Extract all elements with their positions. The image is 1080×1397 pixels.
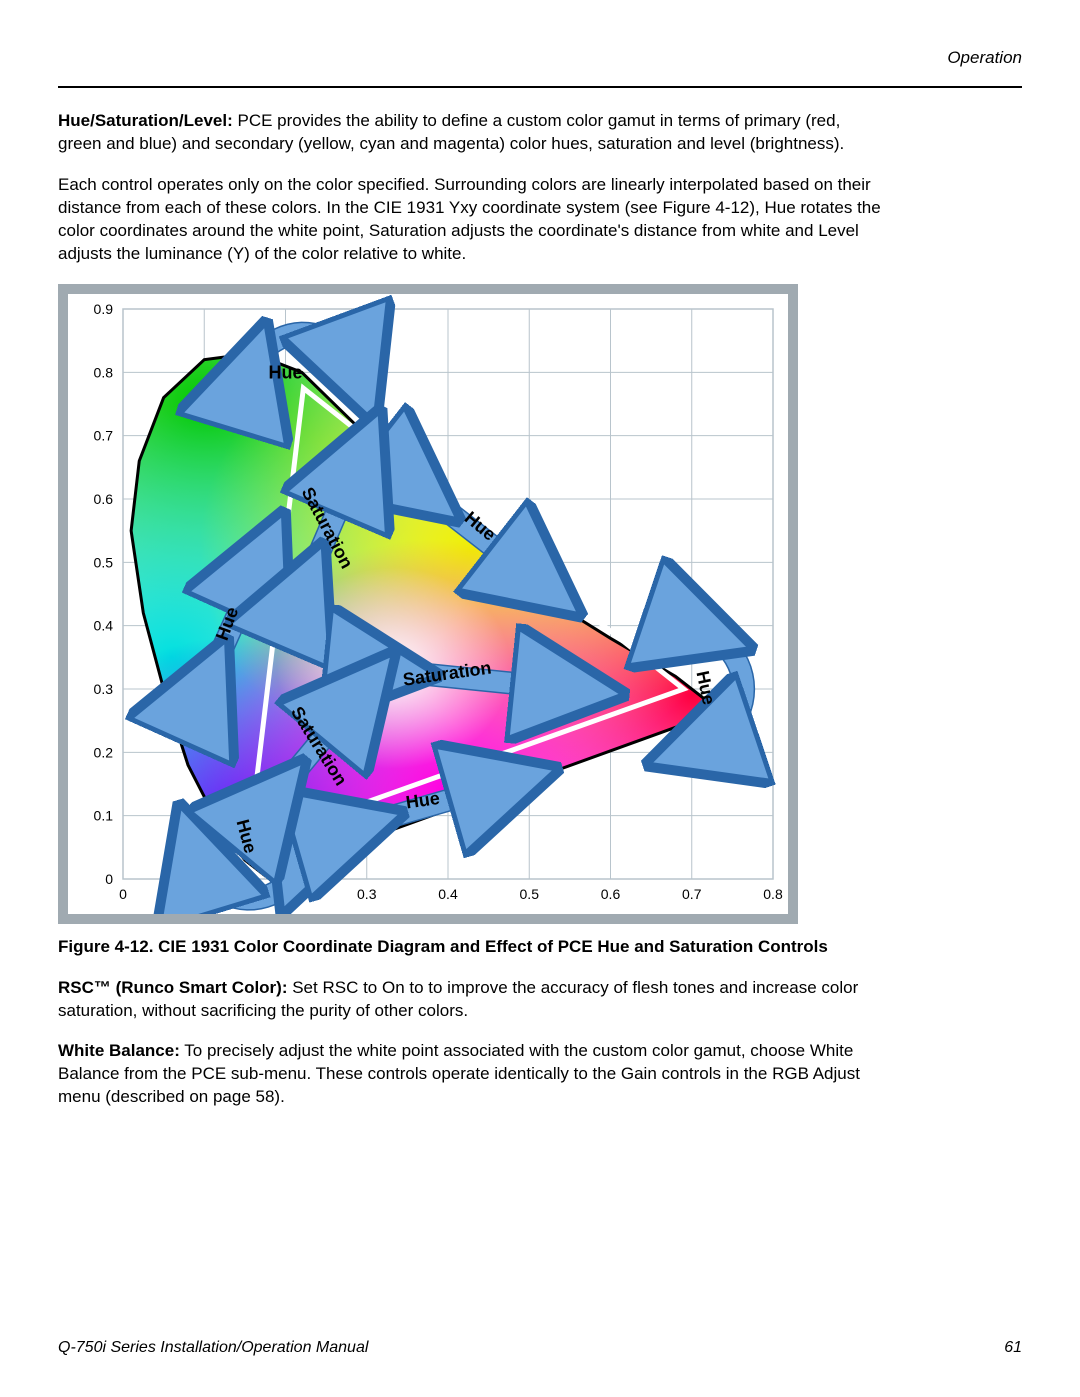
section-header: Operation <box>58 48 1022 68</box>
body-text-2: RSC™ (Runco Smart Color): Set RSC to On … <box>58 977 888 1110</box>
svg-text:0.7: 0.7 <box>682 886 702 902</box>
figure-caption: Figure 4-12. CIE 1931 Color Coordinate D… <box>58 936 858 959</box>
manual-page: Operation Hue/Saturation/Level: PCE prov… <box>0 0 1080 1397</box>
svg-text:0: 0 <box>119 886 127 902</box>
svg-text:0.4: 0.4 <box>438 886 458 902</box>
svg-text:0.8: 0.8 <box>94 364 114 380</box>
svg-text:0.8: 0.8 <box>763 886 783 902</box>
paragraph-hsl: Hue/Saturation/Level: PCE provides the a… <box>58 110 888 156</box>
svg-text:0.3: 0.3 <box>94 681 114 697</box>
svg-text:0.3: 0.3 <box>357 886 377 902</box>
paragraph-rsc: RSC™ (Runco Smart Color): Set RSC to On … <box>58 977 888 1023</box>
lead-hsl: Hue/Saturation/Level: <box>58 111 233 130</box>
svg-text:0.2: 0.2 <box>94 744 114 760</box>
cie-chart: 00.10.20.30.40.50.60.70.800.10.20.30.40.… <box>68 294 788 914</box>
page-footer: Q-750i Series Installation/Operation Man… <box>58 1339 1022 1357</box>
svg-text:Hue: Hue <box>268 362 302 382</box>
footer-page-number: 61 <box>1004 1339 1022 1357</box>
svg-text:0: 0 <box>105 871 113 887</box>
figure-frame: 00.10.20.30.40.50.60.70.800.10.20.30.40.… <box>58 284 798 924</box>
header-rule <box>58 86 1022 88</box>
svg-text:0.6: 0.6 <box>601 886 621 902</box>
svg-text:0.1: 0.1 <box>94 807 114 823</box>
body-text: Hue/Saturation/Level: PCE provides the a… <box>58 110 888 266</box>
svg-text:0.5: 0.5 <box>520 886 540 902</box>
svg-text:0.4: 0.4 <box>94 617 114 633</box>
paragraph-interp: Each control operates only on the color … <box>58 174 888 266</box>
lead-wb: White Balance: <box>58 1041 180 1060</box>
lead-rsc: RSC™ (Runco Smart Color): <box>58 978 288 997</box>
footer-left: Q-750i Series Installation/Operation Man… <box>58 1339 368 1357</box>
svg-text:0.7: 0.7 <box>94 427 114 443</box>
svg-text:0.9: 0.9 <box>94 301 114 317</box>
paragraph-wb: White Balance: To precisely adjust the w… <box>58 1040 888 1109</box>
svg-text:0.5: 0.5 <box>94 554 114 570</box>
svg-text:0.6: 0.6 <box>94 491 114 507</box>
